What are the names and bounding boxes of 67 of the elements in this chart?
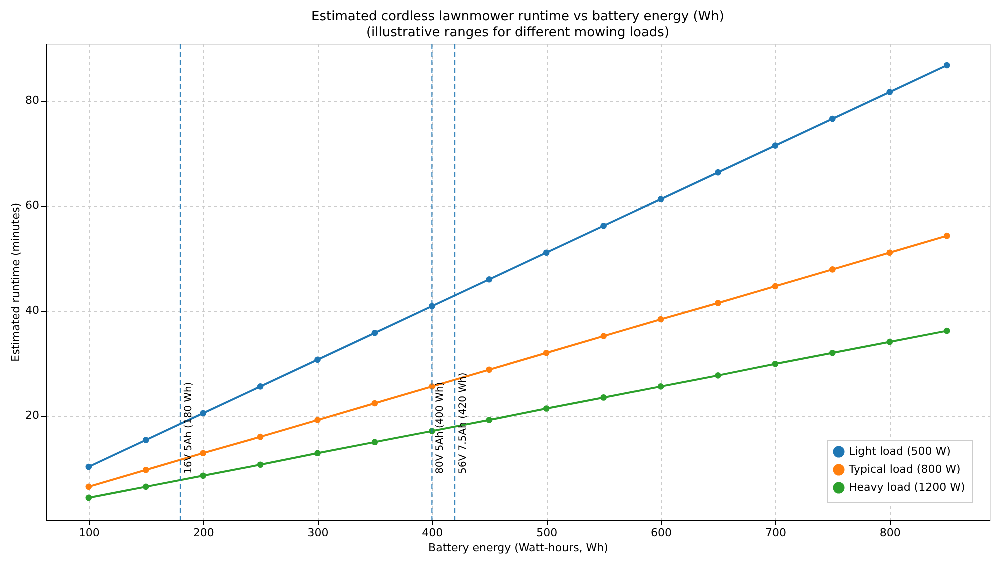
point	[658, 196, 664, 202]
ref-line-label: 56V 7.5Ah (420 Wh)	[458, 372, 470, 474]
x-tick-label: 500	[536, 526, 558, 540]
point	[772, 360, 779, 368]
point	[944, 328, 950, 334]
point	[543, 250, 550, 256]
point	[658, 316, 664, 323]
ref-line-label: 80V 5Ah (400 Wh)	[435, 382, 446, 474]
x-tick-label: 700	[765, 526, 786, 540]
x-tick-label: 100	[78, 526, 100, 540]
y-tick-label: 80	[26, 94, 40, 108]
legend-label: Typical load (800 W)	[848, 463, 961, 476]
point	[257, 384, 264, 390]
x-tick-label: 200	[193, 526, 214, 540]
point	[142, 484, 150, 490]
point	[200, 410, 206, 417]
point	[600, 222, 607, 230]
point	[314, 417, 321, 424]
x-axis-title: Battery energy (Watt-hours, Wh)	[428, 542, 608, 554]
point	[658, 384, 664, 390]
y-tick-label: 20	[26, 409, 40, 422]
point	[257, 462, 264, 468]
x-tick-label: 300	[308, 526, 329, 540]
point	[830, 350, 836, 356]
point	[314, 356, 321, 364]
point	[372, 439, 378, 446]
point	[372, 330, 378, 336]
x-tick-label: 600	[651, 526, 672, 540]
point	[142, 466, 150, 474]
point	[715, 300, 722, 306]
point	[372, 400, 378, 407]
point	[944, 62, 950, 69]
point	[886, 338, 894, 346]
point	[314, 450, 321, 457]
point	[486, 276, 493, 283]
point	[142, 437, 150, 444]
legend-label: Light load (500 W)	[849, 445, 951, 458]
point	[886, 89, 894, 96]
point	[200, 472, 206, 480]
point	[486, 417, 493, 424]
y-axis-title: Estimated runtime (minutes)	[10, 203, 23, 362]
point	[86, 464, 92, 470]
point	[944, 232, 950, 240]
x-tick-label: 400	[422, 526, 444, 540]
x-tick-label: 800	[880, 526, 901, 540]
y-tick-label: 40	[26, 304, 40, 318]
point	[715, 169, 722, 176]
point	[257, 434, 264, 440]
point	[600, 333, 607, 340]
point	[886, 250, 894, 256]
point	[543, 406, 550, 412]
point	[486, 366, 493, 374]
point	[543, 350, 550, 356]
point	[600, 394, 607, 401]
point	[772, 142, 779, 149]
point	[86, 494, 92, 502]
point	[715, 372, 722, 379]
legend-label: Heavy load (1200 W)	[849, 481, 966, 494]
point	[830, 116, 836, 122]
chart-title: Estimated cordless lawnmower runtime vs battery energy (Wh)	[312, 10, 724, 24]
ref-line-label: 16V 5Ah (180 Wh)	[183, 382, 194, 474]
point	[200, 450, 206, 457]
point	[830, 266, 836, 273]
y-tick-label: 60	[26, 199, 40, 212]
point	[772, 283, 779, 290]
chart-subtitle: (illustrative ranges for different mowing loads)	[366, 26, 670, 40]
point	[86, 484, 92, 490]
